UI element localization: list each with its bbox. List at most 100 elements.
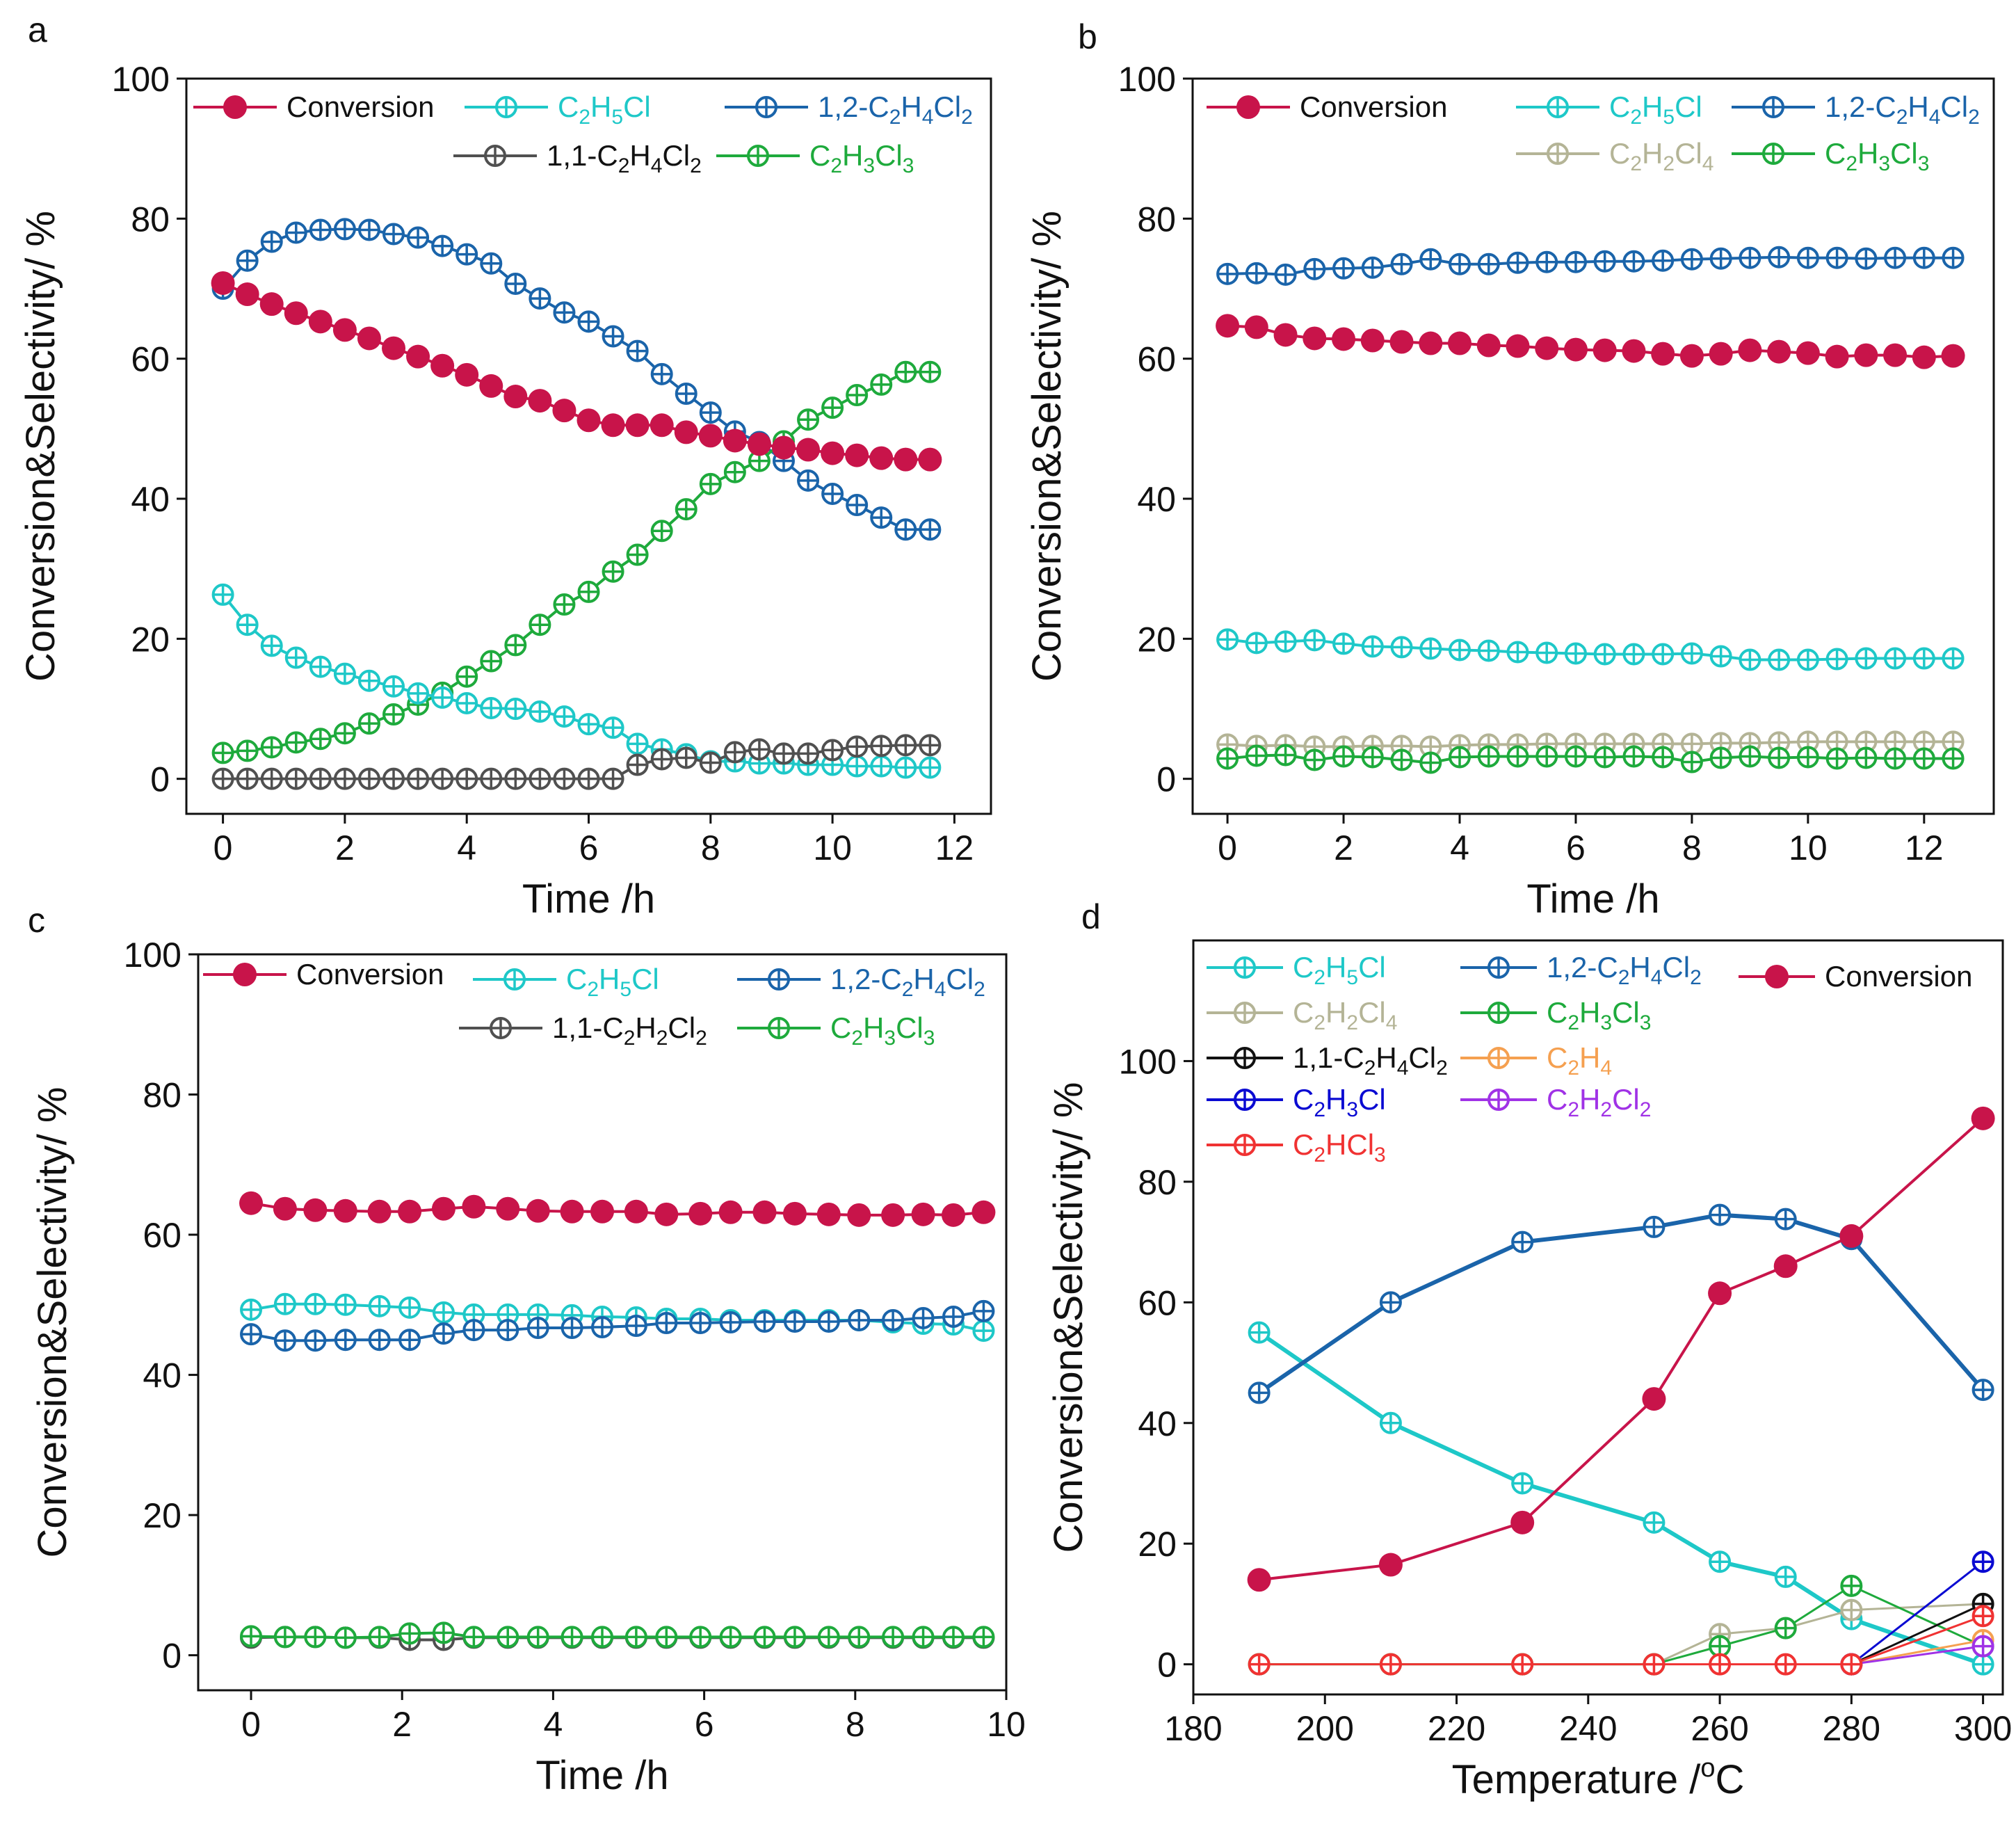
data-point bbox=[698, 424, 723, 448]
data-point bbox=[357, 218, 380, 241]
data-point bbox=[240, 1298, 263, 1321]
data-point bbox=[406, 344, 430, 369]
panel-d: d 180 200 220 240 260 280 300 0 20 40 60 80 100 Temper… bbox=[1046, 897, 2012, 1802]
data-point bbox=[1643, 1511, 1666, 1534]
data-point bbox=[462, 1319, 485, 1342]
data-point bbox=[972, 1320, 995, 1342]
data-point bbox=[625, 413, 650, 438]
data-point bbox=[211, 741, 234, 764]
data-point bbox=[1274, 263, 1297, 286]
data-point bbox=[211, 583, 234, 606]
data-point bbox=[1535, 250, 1558, 273]
legend-marker bbox=[1547, 143, 1569, 165]
data-point bbox=[602, 325, 624, 348]
legend-marker bbox=[1487, 1089, 1510, 1111]
x-tick-label: 280 bbox=[1823, 1709, 1880, 1748]
legend-marker bbox=[1234, 1002, 1256, 1024]
x-tick-label: 2 bbox=[392, 1705, 412, 1744]
series-line bbox=[1257, 1331, 1984, 1667]
data-point bbox=[497, 1626, 519, 1649]
data-point bbox=[783, 1626, 806, 1649]
data-point bbox=[674, 420, 698, 444]
legend: Conversion C2H5Cl 1,2-C2H4Cl2 1,1-C2H4Cl2 C2… bbox=[193, 90, 973, 177]
data-point bbox=[561, 1626, 583, 1649]
series-c2h3cl3 bbox=[211, 360, 942, 764]
data-point bbox=[689, 1626, 712, 1649]
data-point bbox=[260, 736, 283, 759]
data-point bbox=[942, 1305, 965, 1328]
y-axis-title: Conversion&Selectivity/ % bbox=[18, 211, 63, 682]
data-point bbox=[1971, 1605, 1994, 1628]
data-point bbox=[1303, 257, 1326, 280]
data-point bbox=[1774, 1208, 1797, 1230]
data-point bbox=[1448, 331, 1471, 355]
series-line bbox=[1259, 1117, 1984, 1582]
data-point bbox=[333, 662, 356, 685]
data-point bbox=[577, 713, 600, 736]
series-c2h3cl3 bbox=[240, 1621, 995, 1649]
data-point bbox=[1855, 647, 1878, 670]
data-point bbox=[1593, 250, 1616, 273]
data-point bbox=[1768, 746, 1791, 769]
x-axis-title: Temperature /oC bbox=[1452, 1754, 1745, 1802]
legend-marker bbox=[1234, 1089, 1256, 1111]
data-point bbox=[602, 767, 624, 790]
series-c12 bbox=[240, 1299, 995, 1352]
legend-label: C2H3Cl3 bbox=[1825, 137, 1929, 175]
data-point bbox=[1971, 1550, 1994, 1573]
series-c2h5cl bbox=[1248, 1321, 1994, 1676]
series-c2h3cl3 bbox=[1216, 744, 1965, 774]
legend-label: 1,1-C2H2Cl2 bbox=[552, 1011, 707, 1050]
data-point bbox=[333, 722, 356, 745]
data-point bbox=[1840, 1598, 1863, 1621]
data-point bbox=[528, 389, 552, 413]
series-c12 bbox=[1248, 1203, 1994, 1404]
data-point bbox=[1855, 746, 1878, 769]
data-point bbox=[894, 360, 917, 383]
data-point bbox=[333, 218, 356, 241]
data-point bbox=[870, 373, 893, 396]
data-point bbox=[1884, 246, 1907, 269]
data-point bbox=[304, 1626, 327, 1649]
data-point bbox=[848, 1308, 871, 1331]
data-point bbox=[407, 682, 430, 705]
data-point bbox=[870, 755, 893, 778]
data-point bbox=[462, 1626, 485, 1649]
data-point bbox=[699, 751, 722, 774]
data-point bbox=[1773, 1254, 1798, 1278]
data-point bbox=[1216, 262, 1239, 285]
data-point bbox=[455, 767, 478, 790]
data-point bbox=[1449, 252, 1471, 275]
data-point bbox=[1592, 338, 1617, 362]
legend-marker bbox=[1762, 96, 1784, 118]
data-point bbox=[1796, 341, 1820, 365]
data-point bbox=[675, 498, 697, 521]
data-point bbox=[1564, 250, 1587, 273]
data-point bbox=[1622, 339, 1646, 363]
data-point bbox=[1303, 326, 1327, 351]
y-tick-label: 0 bbox=[1156, 760, 1176, 799]
y-axis-title: Conversion&Selectivity/ % bbox=[30, 1087, 75, 1558]
data-point bbox=[654, 1202, 679, 1226]
data-point bbox=[1884, 747, 1907, 770]
data-point bbox=[1332, 257, 1355, 280]
data-point bbox=[479, 374, 503, 398]
x-tick-label: 0 bbox=[213, 828, 233, 867]
data-point bbox=[284, 731, 307, 754]
data-point bbox=[1476, 333, 1501, 358]
data-point bbox=[236, 249, 259, 272]
data-point bbox=[260, 634, 283, 657]
x-tick-label: 10 bbox=[813, 828, 852, 867]
data-point bbox=[752, 1200, 777, 1224]
data-point bbox=[881, 1203, 905, 1227]
data-point bbox=[1245, 632, 1268, 655]
legend-label: 1,2-C2H4Cl2 bbox=[830, 963, 985, 1001]
x-axis-title: Time /h bbox=[522, 876, 655, 922]
data-point bbox=[1303, 629, 1326, 652]
data-point bbox=[526, 1317, 549, 1340]
data-point bbox=[480, 650, 503, 673]
data-point bbox=[357, 669, 380, 692]
data-point bbox=[273, 1196, 297, 1221]
data-point bbox=[1912, 747, 1935, 770]
y-axis-title: Conversion&Selectivity/ % bbox=[1046, 1082, 1091, 1553]
